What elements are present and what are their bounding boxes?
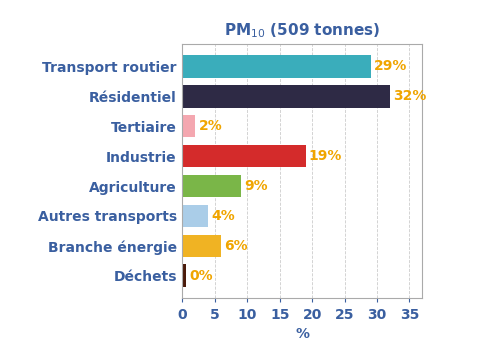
- Text: 2%: 2%: [199, 119, 222, 133]
- Text: 0%: 0%: [189, 269, 213, 283]
- Bar: [182, 55, 371, 78]
- Text: 29%: 29%: [374, 59, 407, 74]
- X-axis label: %: %: [295, 327, 310, 341]
- Bar: [182, 175, 241, 197]
- Bar: [182, 145, 306, 167]
- Bar: [182, 85, 390, 108]
- Text: 4%: 4%: [212, 209, 235, 223]
- Bar: [182, 234, 221, 257]
- Bar: [182, 205, 208, 227]
- Text: 6%: 6%: [225, 239, 248, 253]
- Bar: [182, 115, 195, 138]
- Text: 19%: 19%: [309, 149, 342, 163]
- Text: 9%: 9%: [244, 179, 268, 193]
- Bar: [182, 265, 186, 287]
- Text: 32%: 32%: [393, 89, 427, 103]
- Title: PM$_{10}$ (509 tonnes): PM$_{10}$ (509 tonnes): [224, 21, 381, 40]
